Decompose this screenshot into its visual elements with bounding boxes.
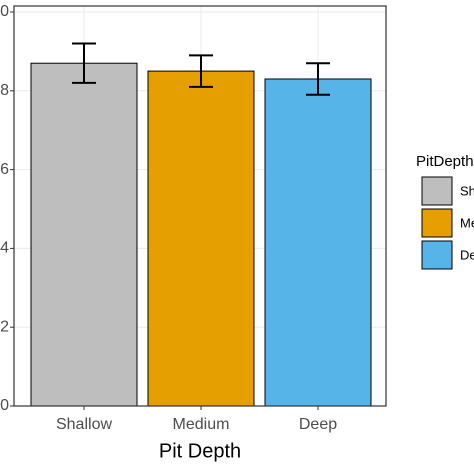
bar <box>264 78 372 407</box>
x-tick-label: Medium <box>173 416 230 433</box>
legend-key <box>421 240 453 270</box>
legend-key <box>421 176 453 206</box>
error-bar <box>306 62 330 96</box>
y-tick-label: 0.8 <box>0 82 9 99</box>
y-tick-label: 0.4 <box>0 240 9 257</box>
y-tick-label: 0.0 <box>0 397 9 414</box>
panel-border <box>13 5 387 407</box>
error-bar <box>72 42 96 84</box>
legend-label: Shallow <box>460 183 474 198</box>
marks <box>30 42 372 407</box>
bar <box>147 70 255 407</box>
error-bar <box>189 54 213 88</box>
y-tick-label: 0.2 <box>0 318 9 335</box>
y-tick-label: 0.6 <box>0 161 9 178</box>
legend-key <box>421 208 453 238</box>
x-tick-label: Deep <box>299 416 337 433</box>
legend-title: PitDepth <box>416 153 474 170</box>
bar <box>30 62 138 407</box>
x-tick-label: Shallow <box>56 416 112 433</box>
y-tick-label: 1.0 <box>0 3 9 20</box>
legend-label: Deep <box>460 247 474 262</box>
legend-label: Medium <box>460 215 474 230</box>
x-axis-title: Pit Depth <box>159 440 241 462</box>
